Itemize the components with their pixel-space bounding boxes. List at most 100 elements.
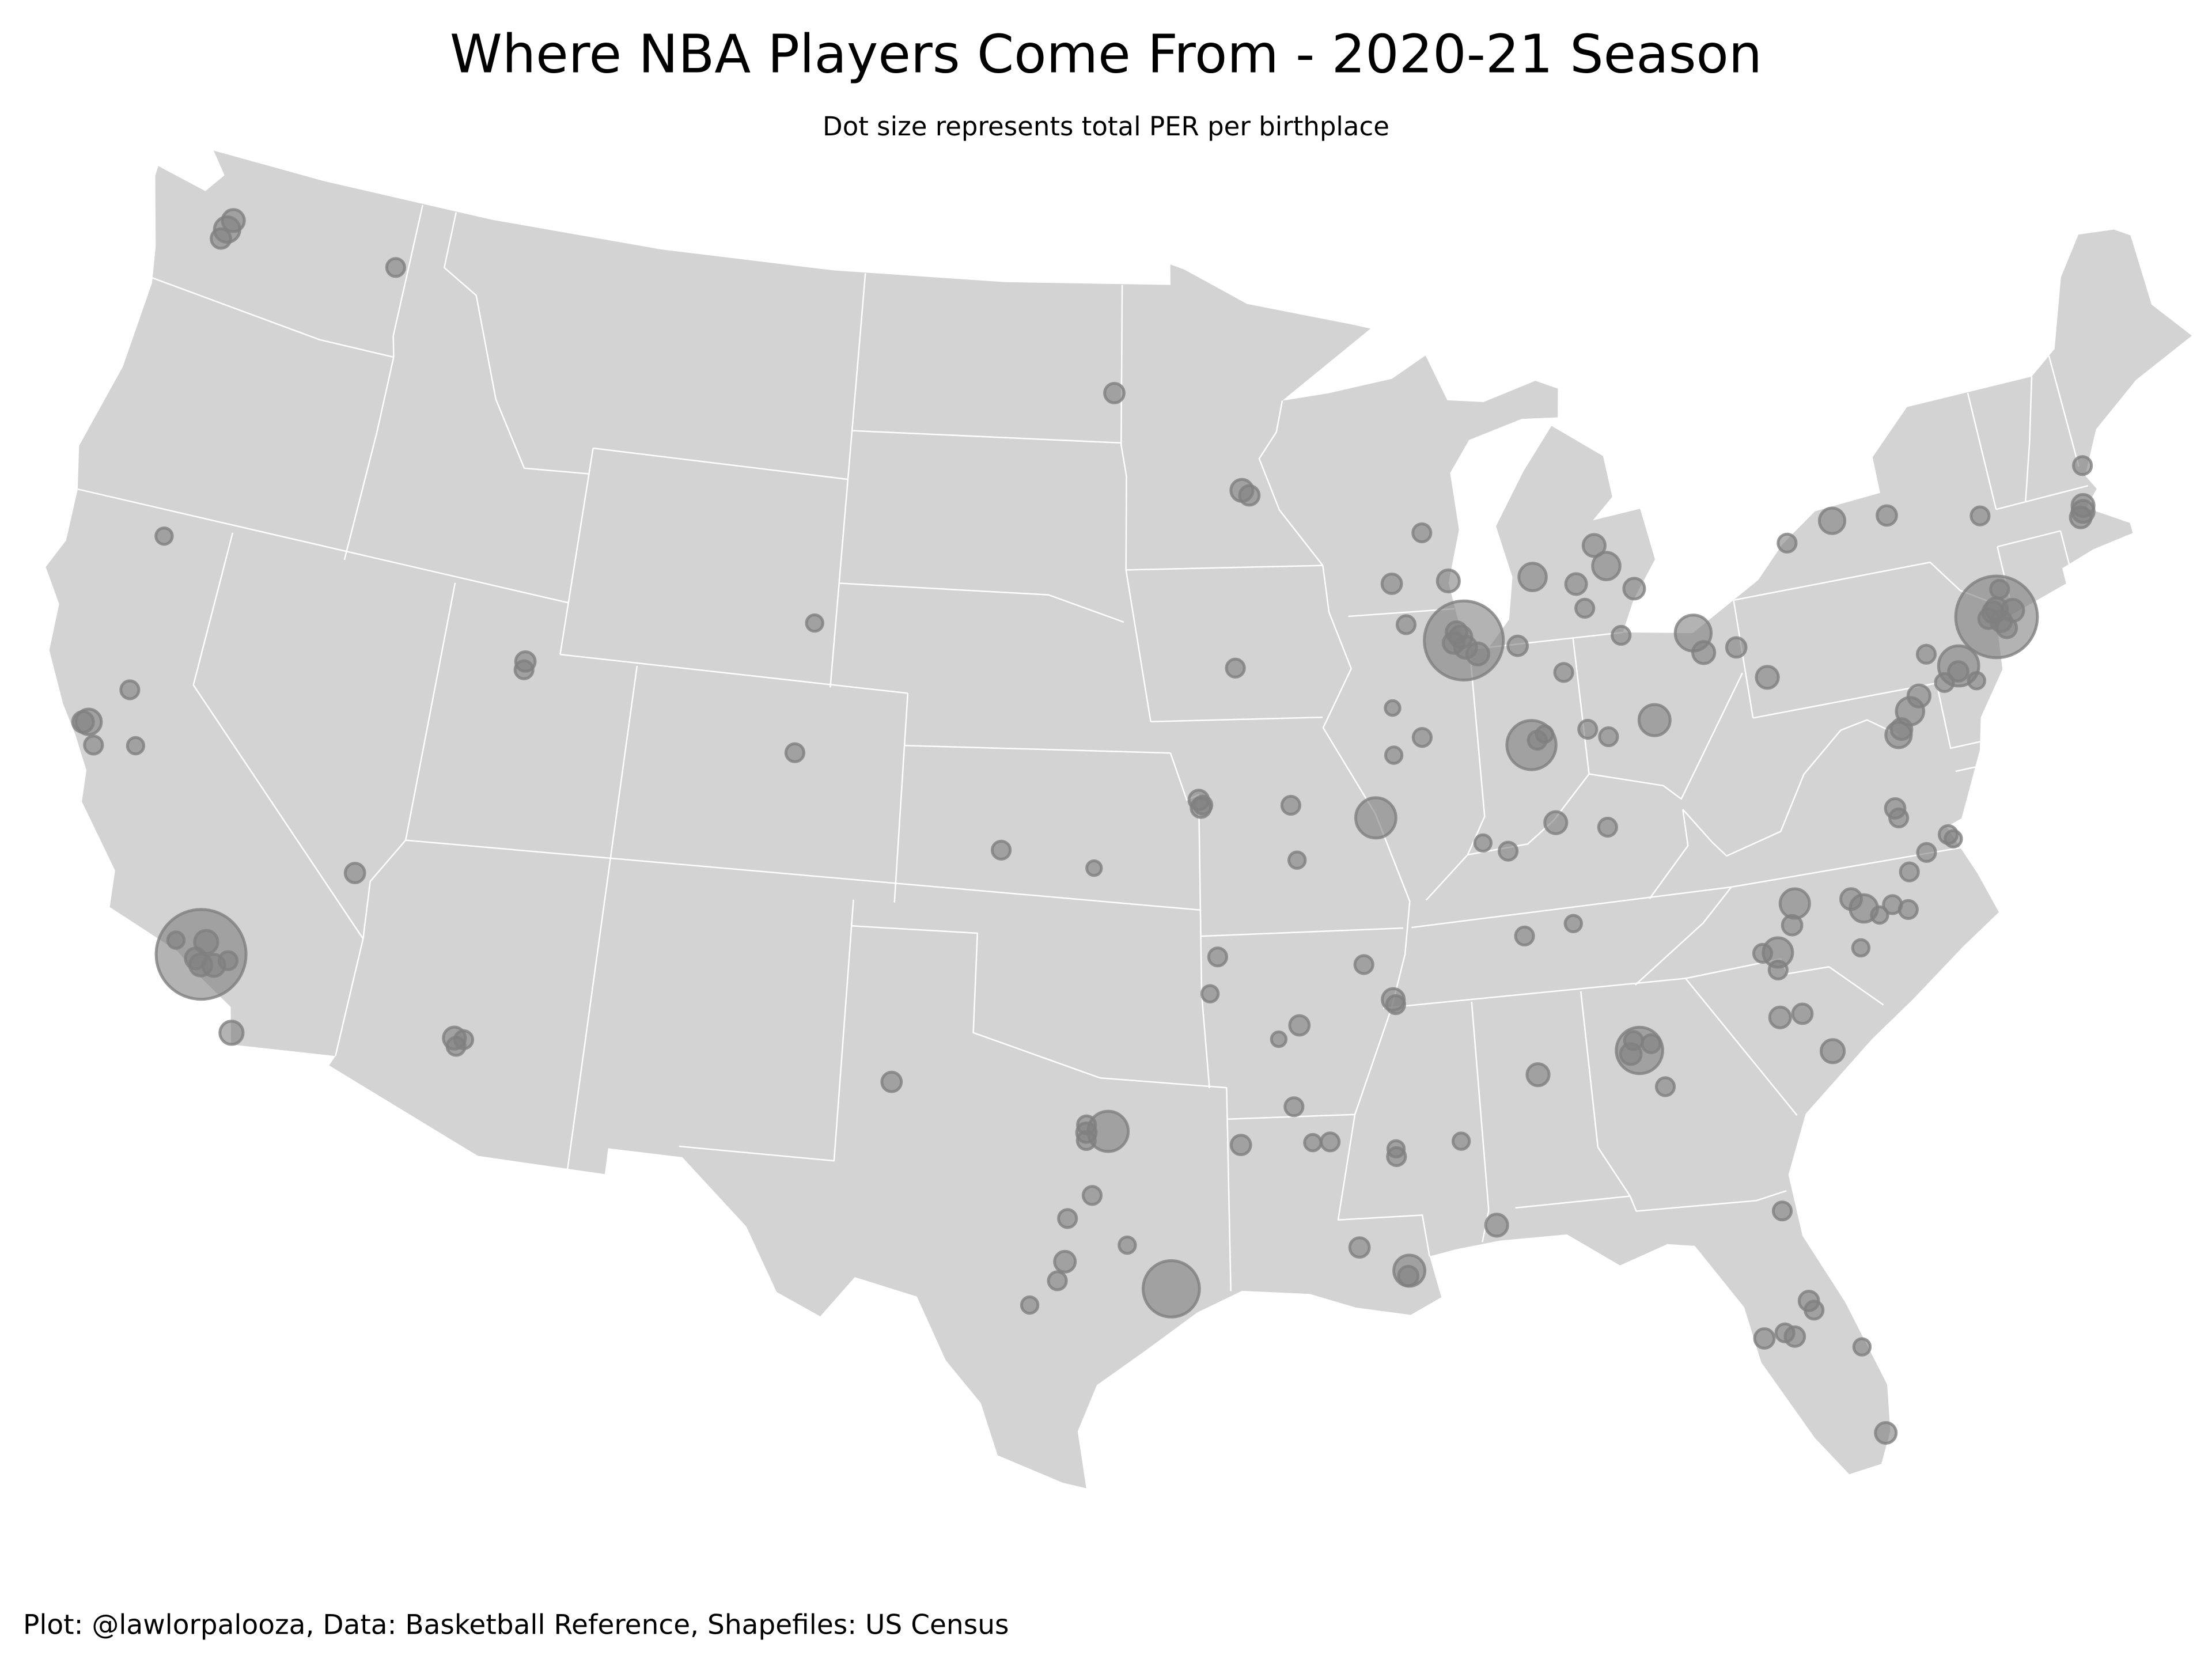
bubble xyxy=(1691,640,1717,665)
bubble xyxy=(1473,833,1493,853)
bubble xyxy=(1386,1146,1407,1168)
bubble xyxy=(1280,794,1301,816)
bubble xyxy=(343,862,366,884)
bubble xyxy=(1385,994,1406,1016)
bubble xyxy=(1637,703,1672,737)
state-border xyxy=(851,925,1232,1291)
state-border xyxy=(343,204,424,560)
bubble xyxy=(1574,597,1596,619)
bubble xyxy=(154,527,174,546)
bubble xyxy=(1915,643,1937,665)
bubble xyxy=(1791,1002,1814,1025)
bubble xyxy=(1435,568,1461,594)
state-border xyxy=(1227,1113,1355,1120)
bubble xyxy=(880,1070,903,1093)
bubble xyxy=(1207,946,1228,968)
bubble xyxy=(1622,577,1646,601)
bubble xyxy=(1783,1325,1806,1348)
bubble xyxy=(1851,938,1871,958)
bubble xyxy=(1320,1131,1341,1153)
caption: Plot: @lawlorpalooza, Data: Basketball R… xyxy=(23,1609,1009,1641)
bubble xyxy=(2072,455,2093,476)
bubble xyxy=(2069,505,2093,529)
state-border xyxy=(443,212,589,475)
bubble xyxy=(1118,1235,1137,1255)
state-border xyxy=(904,744,1171,754)
bubble xyxy=(1819,1038,1846,1065)
state-border xyxy=(1649,809,1689,899)
bubble xyxy=(1995,616,2018,639)
bubble xyxy=(784,742,806,763)
bubble xyxy=(1899,861,1920,882)
state-border xyxy=(1936,683,1980,749)
bubble xyxy=(1977,607,2000,630)
bubble xyxy=(1535,724,1555,744)
bubble xyxy=(221,208,246,233)
bubble xyxy=(1384,699,1402,717)
bubble xyxy=(1597,816,1618,838)
bubble xyxy=(1817,506,1847,535)
state-border xyxy=(1733,600,1754,718)
bubble xyxy=(1753,1327,1776,1350)
bubble xyxy=(1768,1005,1792,1029)
state-border xyxy=(1200,927,1404,937)
bubble xyxy=(805,613,824,633)
state-border xyxy=(1467,649,1486,855)
bubble xyxy=(1411,727,1433,748)
state-border xyxy=(1967,392,1997,510)
bubble xyxy=(1225,657,1246,679)
bubble xyxy=(1876,504,1898,527)
bubble xyxy=(1874,1421,1898,1445)
bubble xyxy=(1411,522,1433,544)
bubble xyxy=(1288,1014,1311,1037)
state-border xyxy=(1150,716,1323,723)
bubble xyxy=(1577,718,1599,740)
bubble xyxy=(1967,671,1987,691)
bubble xyxy=(1581,533,1607,558)
state-border xyxy=(1955,766,1976,772)
state-border xyxy=(1425,672,1743,901)
bubble xyxy=(1380,573,1403,595)
bubble xyxy=(1200,984,1220,1003)
bubble xyxy=(1598,726,1619,748)
state-border xyxy=(2048,355,2080,467)
bubble xyxy=(1238,484,1261,507)
bubble xyxy=(1888,807,1910,829)
state-border xyxy=(1126,565,1323,571)
bubble xyxy=(1192,794,1214,816)
state-border xyxy=(559,448,594,655)
bubble xyxy=(1020,1295,1040,1315)
state-border xyxy=(566,665,638,1169)
bubbles xyxy=(71,208,2096,1445)
bubble xyxy=(1103,382,1126,404)
chart-title: Where NBA Players Come From - 2020-21 Se… xyxy=(450,23,1762,85)
land xyxy=(46,150,2192,1488)
bubble xyxy=(1283,1096,1305,1118)
bubble xyxy=(1057,1208,1078,1229)
state-border xyxy=(1471,1001,1490,1243)
state-border xyxy=(1634,887,1732,986)
bubble xyxy=(445,1036,467,1057)
bubble xyxy=(1397,1264,1420,1287)
bubble xyxy=(1514,925,1535,947)
state-border xyxy=(852,430,1122,444)
bubble xyxy=(1564,572,1588,596)
bubble xyxy=(1353,954,1374,975)
bubble xyxy=(1442,631,1465,655)
state-border xyxy=(893,693,909,903)
state-border xyxy=(839,582,1124,623)
state-border xyxy=(1322,565,1430,1257)
bubble xyxy=(71,710,95,734)
bubble xyxy=(1303,1132,1323,1153)
bubble xyxy=(1852,1337,1872,1357)
state-border xyxy=(406,839,1201,911)
bubble xyxy=(1755,665,1780,690)
state-border xyxy=(1997,530,2061,548)
map xyxy=(46,150,2192,1488)
bubble xyxy=(218,1020,245,1046)
state-border xyxy=(362,582,456,939)
bubble xyxy=(385,257,407,278)
bubble xyxy=(1771,1200,1793,1222)
